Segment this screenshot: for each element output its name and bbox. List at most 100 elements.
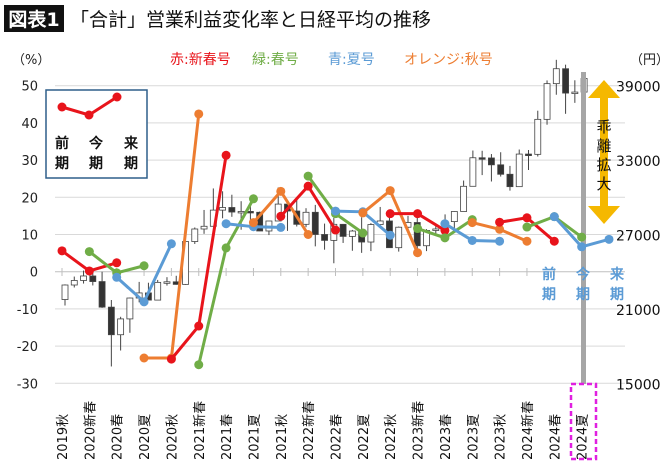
- right-tick-label: 15000: [616, 377, 661, 393]
- data-point: [139, 261, 149, 271]
- series-2024新春: [495, 213, 559, 246]
- candle: [219, 191, 226, 219]
- data-point: [276, 186, 286, 196]
- series-2020夏: [112, 239, 176, 307]
- series-2021新春: [166, 150, 231, 364]
- right-tick-label: 27000: [616, 229, 661, 245]
- data-point: [112, 258, 122, 268]
- data-point: [194, 109, 204, 119]
- inset-sample-point: [112, 92, 122, 102]
- candle: [80, 270, 87, 284]
- candle: [515, 149, 523, 188]
- candle: [107, 299, 115, 367]
- period-label-ki: 期: [542, 287, 556, 303]
- figure-label-box: [4, 5, 64, 32]
- data-point: [221, 219, 231, 229]
- x-tick-label: 2022新春: [301, 401, 317, 460]
- x-tick-label: 2023新春: [411, 401, 427, 460]
- data-point: [495, 236, 505, 246]
- data-point: [194, 321, 204, 331]
- data-point: [467, 218, 477, 228]
- candle: [525, 150, 532, 170]
- period-label-ki: 期: [576, 287, 590, 303]
- candle: [497, 152, 505, 177]
- period-label-prev: 前: [542, 266, 556, 283]
- data-point: [194, 360, 204, 370]
- right-tick-label: 21000: [616, 303, 661, 319]
- candle: [395, 226, 403, 252]
- data-point: [57, 246, 67, 256]
- candle: [543, 80, 551, 125]
- data-point: [84, 266, 94, 276]
- x-tick-label: 2020夏: [138, 414, 153, 460]
- x-tick-label: 2019秋: [56, 414, 71, 460]
- x-tick-label: 2020新春: [82, 401, 98, 460]
- annotation-char: 大: [596, 175, 611, 193]
- annotation-char: 離: [596, 137, 611, 155]
- figure-label: 図表1: [8, 8, 59, 31]
- data-point: [495, 217, 505, 227]
- data-point: [577, 232, 587, 242]
- profit-change-series: [57, 109, 614, 370]
- candle: [163, 277, 171, 286]
- series-2023新春: [385, 209, 450, 235]
- x-tick-label: 2023春: [439, 414, 454, 460]
- data-point: [303, 171, 313, 181]
- x-tick-label: 2022春: [330, 414, 345, 460]
- data-point: [276, 211, 286, 221]
- series-2023秋: [467, 218, 532, 246]
- candle: [450, 211, 458, 230]
- data-point: [221, 243, 231, 253]
- inset-label-ki: 期: [89, 156, 103, 172]
- candle: [488, 154, 495, 182]
- annotation-char: 拡: [596, 156, 611, 174]
- left-tick-label: 20: [21, 191, 38, 206]
- data-point: [495, 224, 505, 234]
- inset-sample-point: [57, 102, 67, 112]
- data-point: [248, 194, 258, 204]
- data-point: [331, 225, 340, 235]
- candle: [348, 229, 356, 251]
- chart-title: 「合計」営業利益変化率と日経平均の推移: [70, 9, 431, 31]
- candle: [571, 80, 579, 103]
- color-legend: 赤:新春号 緑:春号 青:夏号 オレンジ:秋号: [170, 52, 493, 68]
- data-point: [112, 272, 122, 282]
- candle: [478, 150, 486, 176]
- candle: [126, 297, 134, 333]
- legend-item: 赤:新春号: [170, 52, 231, 68]
- x-tick-label: 2024春: [548, 414, 563, 460]
- data-point: [413, 224, 423, 234]
- data-point: [385, 186, 395, 196]
- legend-item: 青:夏号: [328, 52, 375, 68]
- series-2024夏: [549, 212, 614, 252]
- data-point: [385, 209, 395, 219]
- period-label-cur: 今: [575, 266, 590, 283]
- data-point: [139, 353, 149, 363]
- series-2023夏: [440, 219, 505, 246]
- right-tick-label: 39000: [616, 80, 661, 96]
- data-point: [166, 239, 176, 249]
- candle: [70, 276, 78, 288]
- candle: [311, 204, 319, 247]
- candle: [367, 223, 375, 252]
- inset-label-ki: 期: [124, 156, 138, 172]
- candle: [534, 110, 542, 157]
- inset-label-prev: 前: [55, 135, 69, 152]
- data-point: [84, 247, 94, 257]
- right-axis-unit: （円）: [630, 53, 669, 68]
- candle: [154, 279, 162, 301]
- inset-label-next: 来: [123, 136, 139, 152]
- data-point: [549, 236, 559, 246]
- data-point: [331, 206, 340, 216]
- data-point: [303, 230, 313, 239]
- candle: [321, 223, 328, 250]
- candle: [413, 216, 421, 251]
- axes: 50 40 30 20 10 0 -10 -20 -30 39000 33000 27000 21000…: [17, 80, 661, 460]
- candle: [117, 316, 125, 351]
- data-point: [139, 297, 149, 307]
- highlight-box: [569, 382, 598, 461]
- x-tick-label: 2024夏: [576, 414, 591, 460]
- data-point: [522, 222, 532, 232]
